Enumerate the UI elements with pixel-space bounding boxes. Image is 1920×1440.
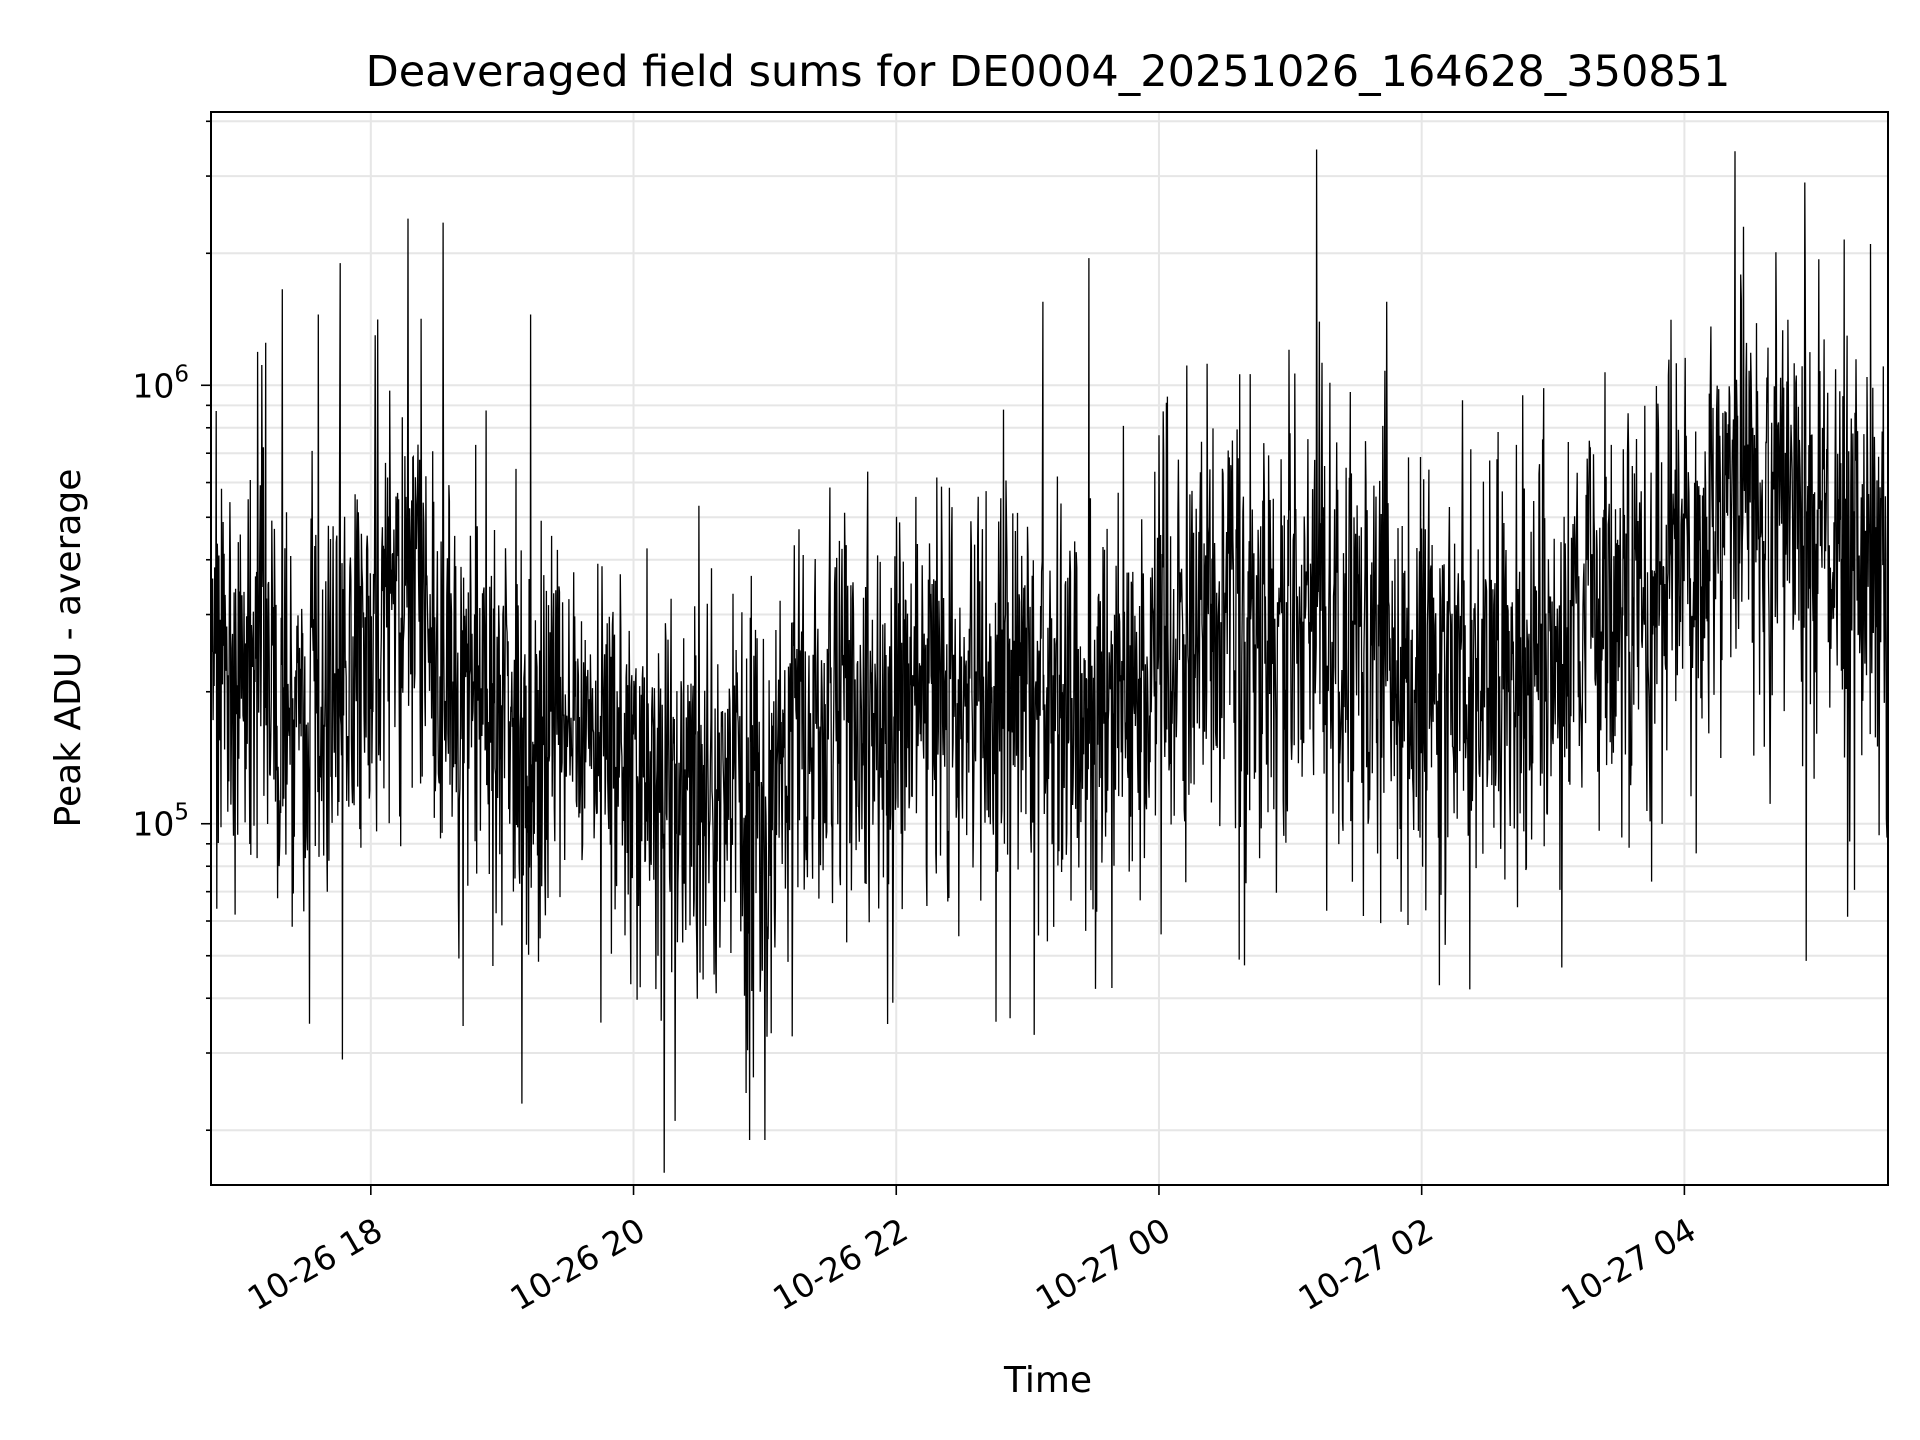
series-line	[211, 149, 1888, 1173]
chart-title: Deaveraged field sums for DE0004_2025102…	[366, 47, 1731, 97]
x-axis-label: Time	[1003, 1360, 1092, 1401]
y-axis-label: Peak ADU - average	[48, 469, 89, 828]
y-tick-label-base: 10	[132, 366, 174, 405]
y-tick-label-base: 10	[132, 805, 174, 844]
y-tick-label-exponent: 6	[174, 361, 189, 387]
y-tick-label: 106	[132, 361, 189, 405]
y-tick-label-exponent: 5	[174, 800, 189, 826]
plot-frame	[210, 111, 1889, 1186]
y-tick-label: 105	[132, 800, 189, 844]
data-series	[211, 149, 1888, 1173]
